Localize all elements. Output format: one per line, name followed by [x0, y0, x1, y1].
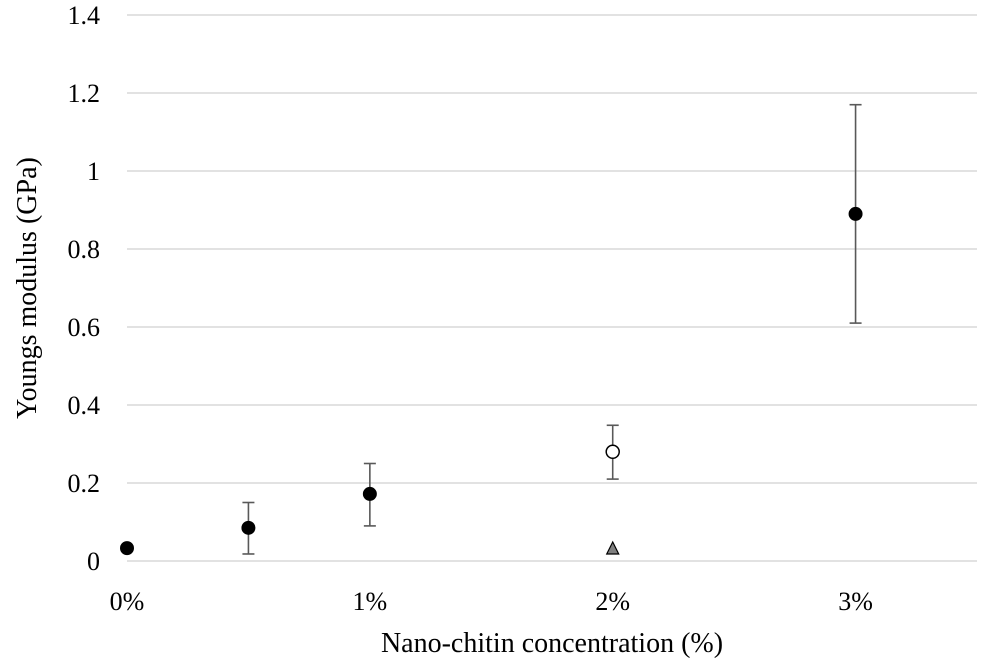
x-axis-ticks: 0% 1% 2% 3% [110, 587, 873, 616]
x-tick-label: 3% [838, 587, 873, 616]
data-point-open-circle [605, 444, 620, 460]
y-tick-label: 1.4 [68, 1, 101, 30]
y-tick-label: 0.2 [68, 469, 101, 498]
gridlines [127, 14, 977, 562]
data-point-filled-circle [120, 541, 134, 556]
x-tick-label: 0% [110, 587, 145, 616]
y-tick-label: 1.2 [68, 79, 101, 108]
y-axis-ticks: 0 0.2 0.4 0.6 0.8 1 1.2 1.4 [68, 1, 101, 576]
y-tick-label: 1 [87, 157, 100, 186]
x-axis-title: Nano-chitin concentration (%) [381, 628, 723, 659]
x-tick-label: 1% [353, 587, 388, 616]
data-point-filled-circle [362, 486, 377, 501]
data-point-filled-circle [848, 206, 863, 221]
data-points [120, 206, 863, 556]
y-tick-label: 0.4 [68, 391, 101, 420]
x-tick-label: 2% [595, 587, 630, 616]
data-point-triangle [605, 540, 620, 555]
y-tick-label: 0.6 [68, 313, 101, 342]
y-tick-label: 0.8 [68, 235, 101, 264]
error-bars [242, 103, 862, 555]
y-tick-label: 0 [87, 547, 100, 576]
y-axis-title: Youngs modulus (GPa) [12, 157, 43, 419]
data-point-filled-circle [241, 520, 256, 535]
